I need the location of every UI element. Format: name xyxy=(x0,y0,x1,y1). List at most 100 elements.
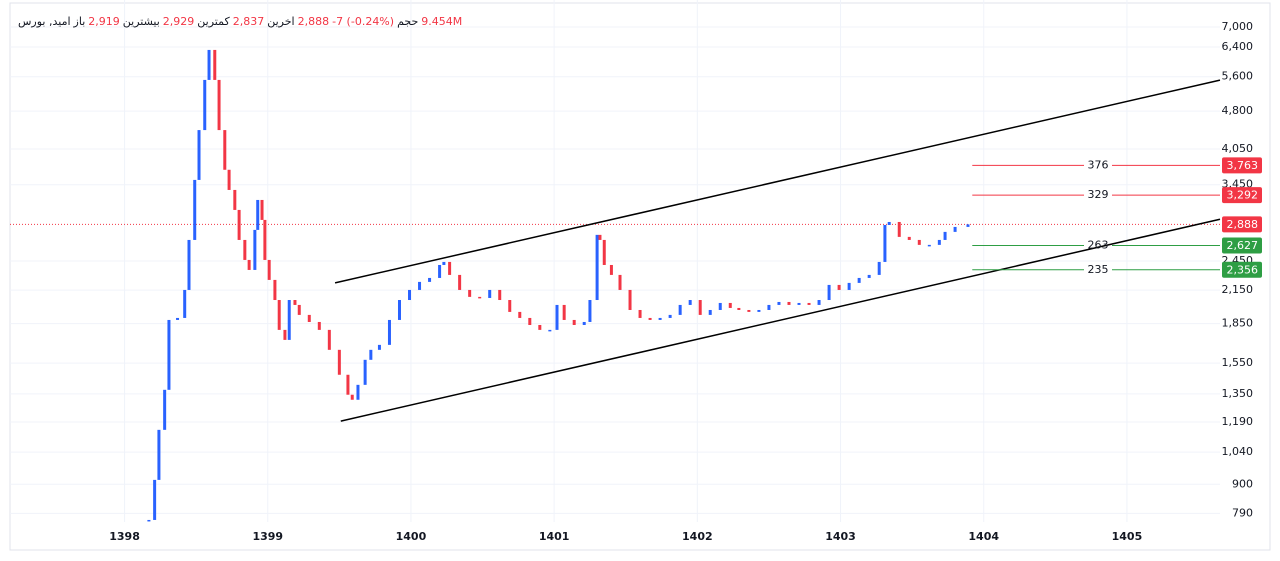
candle xyxy=(387,319,391,345)
candle xyxy=(572,319,576,325)
candle xyxy=(797,302,801,305)
candle xyxy=(350,394,354,400)
candle xyxy=(887,221,891,225)
candle xyxy=(897,221,901,237)
candle xyxy=(966,224,970,227)
candle xyxy=(648,317,652,320)
low-label: کمترین xyxy=(197,15,230,28)
candle xyxy=(213,49,217,80)
price-tag xyxy=(1222,157,1262,174)
chart-frame xyxy=(9,2,1271,551)
candle xyxy=(668,314,672,318)
candle xyxy=(187,239,191,290)
candle xyxy=(277,300,281,330)
candle xyxy=(555,304,559,330)
candle xyxy=(197,130,201,180)
candle xyxy=(688,300,692,305)
y-tick-label: 6,400 xyxy=(1222,40,1254,53)
legend-header: امید, بورس باز 2,919 بیشترین 2,929 کمتری… xyxy=(18,15,462,28)
candle xyxy=(223,130,227,170)
candle xyxy=(227,169,231,190)
candle xyxy=(153,479,157,520)
candle xyxy=(297,304,301,315)
candle xyxy=(953,226,957,232)
candle xyxy=(698,300,702,315)
candle xyxy=(468,289,472,297)
candle xyxy=(207,49,211,80)
candle xyxy=(418,281,422,290)
candle xyxy=(217,79,221,131)
x-tick-label: 1400 xyxy=(396,530,427,543)
candle xyxy=(267,259,271,280)
candle xyxy=(203,79,207,131)
candle xyxy=(498,289,502,301)
candle xyxy=(369,349,373,360)
candle xyxy=(847,282,851,290)
candle xyxy=(883,224,887,262)
volume-label: حجم xyxy=(397,15,419,28)
candle xyxy=(877,261,881,275)
candle xyxy=(678,304,682,315)
candle xyxy=(747,309,751,312)
candle xyxy=(827,284,831,301)
y-tick-label: 790 xyxy=(1232,506,1253,519)
candle xyxy=(247,259,251,270)
candle xyxy=(263,219,267,260)
level-diff: 376 xyxy=(1088,158,1109,171)
candle xyxy=(917,239,921,245)
candle xyxy=(708,309,712,315)
candle xyxy=(233,189,237,210)
candle xyxy=(937,239,941,245)
candle xyxy=(767,304,771,310)
close-value: 2,888 xyxy=(297,15,330,28)
x-tick-label: 1399 xyxy=(252,530,283,543)
symbol: امید, بورس xyxy=(18,15,71,28)
candle xyxy=(397,300,401,320)
candle xyxy=(363,359,367,385)
candle xyxy=(638,309,642,318)
candle xyxy=(237,209,241,240)
y-tick-label: 900 xyxy=(1232,477,1253,490)
candle xyxy=(283,329,287,340)
candle xyxy=(478,296,482,299)
candle xyxy=(907,236,911,240)
candle xyxy=(488,289,492,298)
trend-line xyxy=(340,218,1221,422)
high-value: 2,929 xyxy=(162,15,195,28)
candle xyxy=(337,349,341,375)
candle xyxy=(787,301,791,305)
trend-line xyxy=(334,79,1221,284)
candle xyxy=(528,317,532,325)
candle xyxy=(538,324,542,330)
level-diff: 263 xyxy=(1088,238,1109,251)
price-tag xyxy=(1222,261,1262,278)
candle xyxy=(307,314,311,322)
candle xyxy=(428,277,432,282)
candle xyxy=(857,277,861,283)
open-label: باز xyxy=(73,15,86,28)
candle xyxy=(927,244,931,247)
y-tick-label: 2,150 xyxy=(1222,283,1254,296)
x-tick-label: 1404 xyxy=(968,530,999,543)
candle xyxy=(183,289,187,318)
candle xyxy=(287,300,291,340)
candle xyxy=(658,317,662,320)
candle xyxy=(737,307,741,310)
candle xyxy=(147,519,151,522)
change-value: -7 (-0.24%) xyxy=(332,15,395,28)
candle xyxy=(628,289,632,310)
price-tag-label: 2,356 xyxy=(1227,263,1259,276)
candle xyxy=(837,284,841,290)
candle xyxy=(163,389,167,430)
candle xyxy=(777,301,781,305)
close-label: اخرین xyxy=(267,15,295,28)
y-tick-label: 7,000 xyxy=(1222,20,1254,33)
candle xyxy=(438,264,442,278)
low-value: 2,837 xyxy=(232,15,265,28)
y-tick-label: 5,600 xyxy=(1222,70,1254,83)
x-tick-label: 1401 xyxy=(539,530,570,543)
price-tag xyxy=(1222,216,1262,233)
price-tag-label: 3,292 xyxy=(1227,189,1259,202)
candle xyxy=(943,231,947,240)
